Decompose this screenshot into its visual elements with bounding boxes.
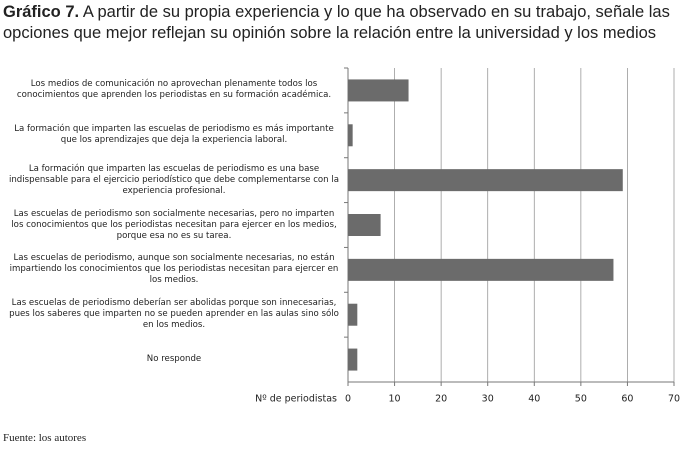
chart-title-block: Gráfico 7. A partir de su propia experie… bbox=[3, 2, 695, 44]
x-tick-label: 10 bbox=[389, 394, 401, 405]
bar bbox=[348, 348, 358, 371]
y-tick-label: La formación que imparten las escuelas d… bbox=[14, 124, 334, 146]
y-tick-label: Las escuelas de periodismo deberían ser … bbox=[9, 298, 339, 331]
y-tick-label: No responde bbox=[146, 354, 202, 365]
bar bbox=[348, 79, 409, 102]
x-tick-label: 20 bbox=[435, 394, 447, 405]
bar bbox=[348, 169, 623, 192]
x-axis-label: Nº de periodistas bbox=[255, 394, 337, 405]
x-tick-label: 30 bbox=[482, 394, 494, 405]
x-tick-label: 0 bbox=[345, 394, 351, 405]
source: Fuente: los autores bbox=[3, 432, 87, 444]
bar bbox=[348, 214, 381, 236]
y-tick-label: La formación que imparten las escuelas d… bbox=[8, 163, 340, 196]
bar bbox=[348, 258, 614, 281]
y-tick-label: Las escuelas de periodismo son socialmen… bbox=[11, 208, 337, 241]
bar bbox=[348, 303, 358, 326]
x-tick-label: 60 bbox=[621, 394, 633, 405]
chart-title: A partir de su propia experiencia y lo q… bbox=[3, 3, 670, 42]
x-tick-label: 70 bbox=[668, 394, 680, 405]
x-tick-label: 40 bbox=[528, 394, 540, 405]
x-tick-label: 50 bbox=[575, 394, 587, 405]
chart-label: Gráfico 7. bbox=[3, 3, 80, 21]
y-tick-label: Las escuelas de periodismo, aunque son s… bbox=[9, 253, 339, 286]
bar bbox=[348, 124, 353, 147]
y-tick-label: Los medios de comunicación no aprovechan… bbox=[16, 79, 332, 101]
